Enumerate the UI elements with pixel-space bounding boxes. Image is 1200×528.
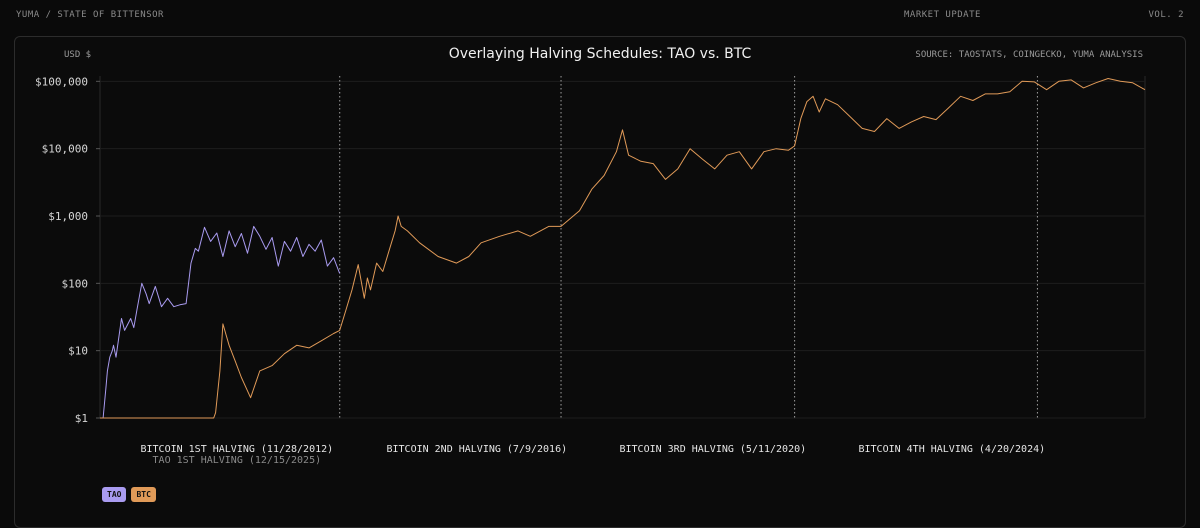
legend-tao: TAO: [102, 487, 127, 502]
series-line-btc: [100, 78, 1146, 419]
y-tick-label-5: $100,000: [35, 75, 88, 88]
halving-label-text: BITCOIN 3RD HALVING (5/11/2020): [619, 444, 807, 455]
source-note: SOURCE: TAOSTATS, COINGECKO, YUMA ANALYS…: [915, 50, 1143, 60]
y-axis-unit: USD $: [64, 50, 92, 60]
volume-label: VOL. 2: [1148, 10, 1184, 20]
legend-btc: BTC: [131, 487, 156, 502]
series-line-tao: [100, 225, 341, 419]
y-tick-label-4: $10,000: [42, 143, 88, 156]
y-tick-label-2: $100: [62, 277, 89, 290]
halving-label-text: BITCOIN 1ST HALVING (11/28/2012): [140, 444, 334, 455]
halving-label-text: BITCOIN 4TH HALVING (4/20/2024): [858, 444, 1046, 455]
halving-label-3: BITCOIN 3RD HALVING (5/11/2020): [620, 444, 807, 455]
y-tick-label-0: $1: [75, 412, 88, 425]
y-tick-label-3: $1,000: [48, 210, 88, 223]
brand-label: YUMA / STATE OF BITTENSOR: [16, 10, 164, 20]
section-label: MARKET UPDATE: [904, 10, 981, 20]
chart-title: Overlaying Halving Schedules: TAO vs. BT…: [448, 46, 752, 62]
chart-plot: $1 $10 $100 $1,000 $10,000 $100,000: [35, 75, 1146, 425]
chart-panel: [14, 36, 1186, 528]
halving-label-2: BITCOIN 2ND HALVING (7/9/2016): [387, 444, 568, 455]
legend: TAO BTC: [102, 482, 161, 502]
halving-label-text: BITCOIN 2ND HALVING (7/9/2016): [386, 444, 568, 455]
halving-sublabel-text: TAO 1ST HALVING (12/15/2025): [152, 455, 322, 466]
top-bar: YUMA / STATE OF BITTENSOR MARKET UPDATE …: [16, 10, 1184, 24]
halving-label-4: BITCOIN 4TH HALVING (4/20/2024): [859, 444, 1046, 455]
y-tick-label-1: $10: [68, 345, 88, 358]
halving-label-1: BITCOIN 1ST HALVING (11/28/2012) TAO 1ST …: [141, 444, 334, 466]
